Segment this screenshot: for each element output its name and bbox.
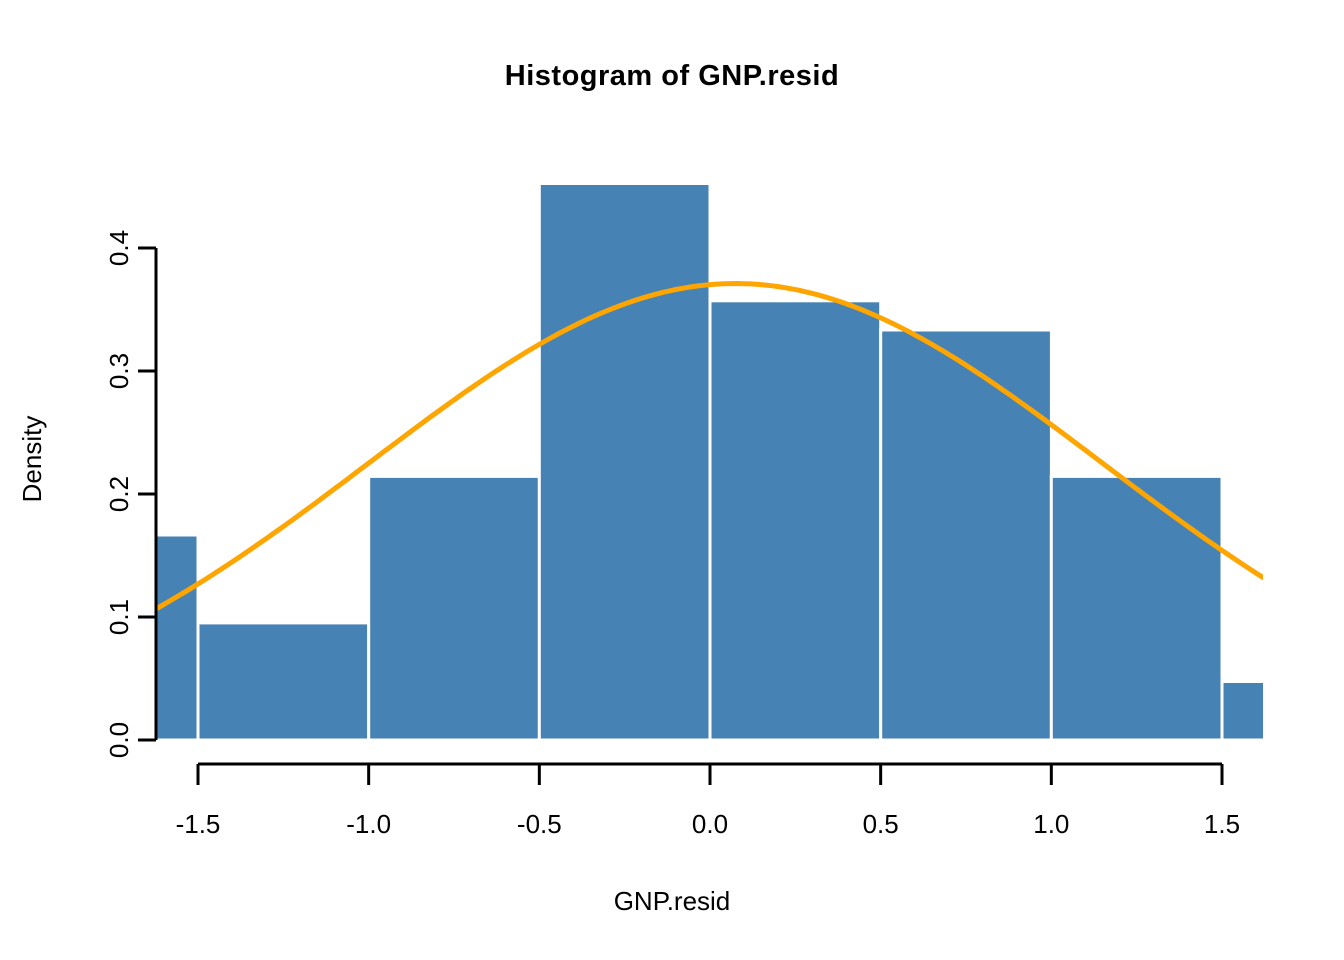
y-tick-label: 0.2	[104, 476, 134, 512]
plot-area	[157, 182, 1263, 742]
histogram-bar	[1220, 680, 1263, 742]
y-tick-label: 0.3	[104, 353, 134, 389]
x-tick-label: 0.0	[692, 809, 728, 839]
y-tick-label: 0.1	[104, 599, 134, 635]
x-tick-label: -0.5	[517, 809, 562, 839]
histogram-bar	[708, 299, 883, 742]
x-tick-label: 0.5	[863, 809, 899, 839]
histogram-bar	[1049, 474, 1224, 742]
histogram-bar	[196, 621, 371, 742]
histogram-bar	[537, 182, 712, 742]
x-axis-title: GNP.resid	[613, 886, 731, 916]
density-curve	[157, 281, 1263, 611]
y-tick-label: 0.0	[104, 722, 134, 758]
histogram-bar	[157, 533, 200, 742]
x-tick-label: 1.0	[1033, 809, 1069, 839]
x-tick-label: 1.5	[1204, 809, 1240, 839]
x-tick-label: -1.0	[346, 809, 391, 839]
y-tick-label: 0.4	[104, 230, 134, 266]
histogram-bar	[367, 474, 541, 742]
histogram-bar	[879, 328, 1053, 742]
y-axis-title: Density	[17, 415, 47, 503]
chart-title: Histogram of GNP.resid	[504, 60, 840, 92]
x-tick-label: -1.5	[176, 809, 221, 839]
